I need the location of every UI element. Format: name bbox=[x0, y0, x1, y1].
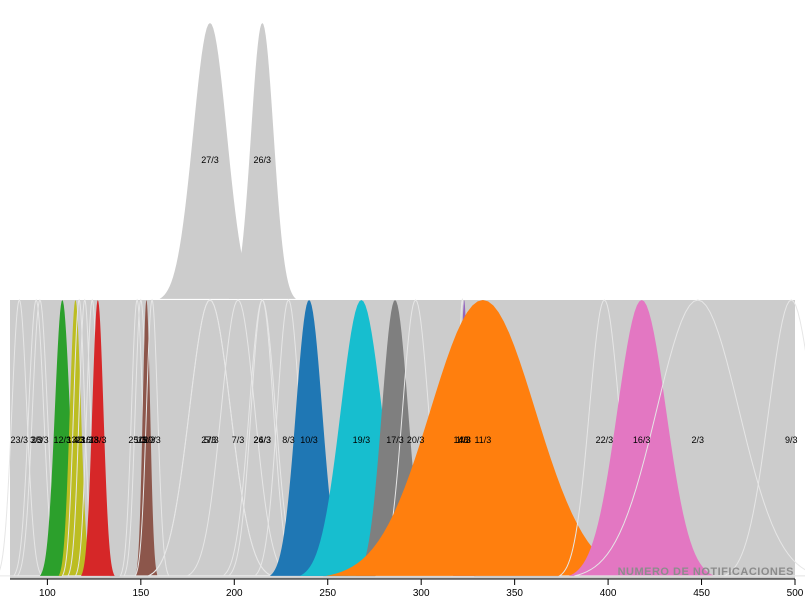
series-label-21-3-6: 21/3 bbox=[76, 435, 94, 445]
x-axis: 100 150 200 250 300 350 400 450 500 bbox=[10, 578, 804, 599]
series-label-20-3-22: 20/3 bbox=[407, 435, 425, 445]
peak-26-3 bbox=[228, 23, 296, 299]
series-29-3-12 bbox=[134, 298, 170, 577]
series-7-3-15 bbox=[185, 299, 291, 577]
series-label-19-3-20: 19/3 bbox=[353, 435, 371, 445]
density-bands-layer bbox=[0, 23, 805, 579]
date-labels-layer: 23/3 3/328/3 12/313/34/321/36/318/3 25/31/3… bbox=[11, 155, 798, 445]
series-label-13-3-4: 13/3 bbox=[67, 435, 85, 445]
series-label-27-3-13: 27/3 bbox=[201, 435, 219, 445]
series-label-29-3-12: 29/3 bbox=[143, 435, 161, 445]
series-label-9-3-30: 9/3 bbox=[785, 435, 798, 445]
x-tick-label-500: 500 bbox=[787, 588, 804, 599]
peak-27-3 bbox=[159, 23, 261, 299]
series-label-11-3-26: 11/3 bbox=[474, 435, 491, 445]
series-label-10-3-19: 10/3 bbox=[300, 435, 318, 445]
series-label-8-3-18: 8/3 bbox=[282, 435, 295, 445]
series-label-23-3-0: 23/3 bbox=[11, 435, 29, 445]
series-label-25-3-9: 25/3 bbox=[128, 435, 146, 445]
series-label-17-3-21: 17/3 bbox=[386, 435, 404, 445]
series-label-24-3-17: 24/3 bbox=[254, 435, 272, 445]
peak-label-27-3: 27/3 bbox=[201, 155, 219, 165]
series-label-26-3-16: 26/3 bbox=[254, 435, 272, 445]
x-tick-label-100: 100 bbox=[39, 588, 56, 599]
series-23-3-0 bbox=[0, 298, 43, 577]
series-label-18-3-8: 18/3 bbox=[89, 435, 107, 445]
series-label-14-3-23: 14/3 bbox=[454, 435, 472, 445]
series-label-12-3-3: 12/3 bbox=[54, 435, 72, 445]
series-label-16-3-28: 16/3 bbox=[633, 435, 651, 445]
series-label-1-3-24: 1/3 bbox=[456, 435, 469, 445]
x-tick-label-150: 150 bbox=[132, 588, 149, 599]
series-11-3-26 bbox=[325, 300, 640, 576]
x-tick-label-250: 250 bbox=[319, 588, 336, 599]
x-axis-title: NUMERO DE NOTIFICACIONES bbox=[618, 566, 794, 578]
series-label-3-3-1: 3/3 bbox=[30, 435, 43, 445]
series-label-7-3-15: 7/3 bbox=[232, 435, 245, 445]
x-tick-label-350: 350 bbox=[506, 588, 523, 599]
x-tick-label-400: 400 bbox=[600, 588, 617, 599]
series-2-3-29 bbox=[574, 299, 805, 577]
series-label-4-3-25: 4/3 bbox=[458, 435, 471, 445]
x-tick-label-200: 200 bbox=[226, 588, 243, 599]
series-label-4-3-5: 4/3 bbox=[73, 435, 86, 445]
x-tick-label-450: 450 bbox=[693, 588, 710, 599]
x-tick-label-300: 300 bbox=[413, 588, 430, 599]
series-label-28-3-2: 28/3 bbox=[31, 435, 49, 445]
series-label-6-3-7: 6/3 bbox=[86, 435, 99, 445]
series-16-3-28 bbox=[568, 300, 715, 576]
series-label-5-3-14: 5/3 bbox=[204, 435, 217, 445]
series-18-3-8 bbox=[81, 300, 115, 576]
series-label-15-3-11: 15/3 bbox=[138, 435, 156, 445]
series-15-3-11 bbox=[135, 300, 158, 576]
series-5-3-14 bbox=[148, 299, 272, 577]
series-9-3-30 bbox=[723, 299, 805, 577]
series-label-2-3-29: 2/3 bbox=[692, 435, 705, 445]
series-13-3-4 bbox=[58, 300, 93, 576]
series-label-1-3-10: 1/3 bbox=[135, 435, 148, 445]
series-label-22-3-27: 22/3 bbox=[596, 435, 614, 445]
peak-label-26-3: 26/3 bbox=[254, 155, 272, 165]
